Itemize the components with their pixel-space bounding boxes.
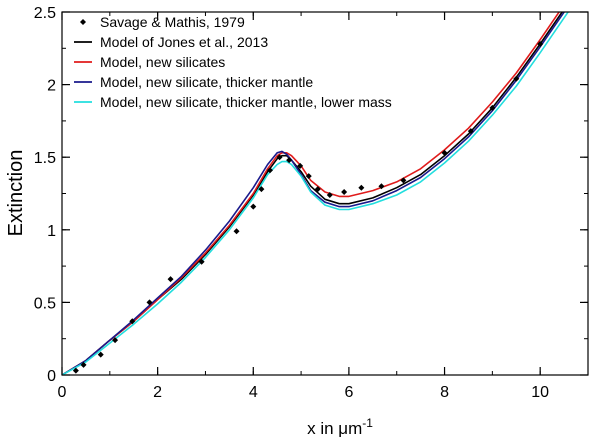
legend-label: Model of Jones et al., 2013 <box>100 34 268 50</box>
data-point <box>326 191 333 198</box>
data-point <box>286 157 293 164</box>
legend-entry-4: Model, new silicate, thicker mantle, low… <box>74 94 392 110</box>
legend-entry-observations: Savage & Mathis, 1979 <box>80 14 245 30</box>
y-tick-label: 1.5 <box>34 150 56 167</box>
legend-entry-2: Model, new silicates <box>74 54 225 70</box>
data-point <box>112 337 119 344</box>
x-tick-label: 10 <box>531 384 549 401</box>
x-tick-label: 2 <box>153 384 162 401</box>
observation-points <box>72 40 544 374</box>
data-point <box>305 173 312 180</box>
data-point <box>80 361 87 368</box>
legend-label: Savage & Mathis, 1979 <box>100 14 245 30</box>
data-point <box>441 149 448 156</box>
data-point <box>358 184 365 191</box>
plot-area <box>62 12 588 375</box>
data-point <box>258 186 265 193</box>
data-point <box>97 351 104 358</box>
data-point <box>314 186 321 193</box>
legend-marker <box>80 19 86 25</box>
y-axis-label: Extinction <box>5 150 27 237</box>
data-point <box>378 183 385 190</box>
x-tick-label: 8 <box>440 384 449 401</box>
data-point <box>276 154 283 161</box>
data-point <box>129 318 136 325</box>
data-point <box>146 299 153 306</box>
data-point <box>513 75 520 82</box>
y-tick-label: 1 <box>47 223 56 240</box>
legend-label: Model, new silicates <box>100 54 225 70</box>
data-point <box>198 258 205 265</box>
x-tick-labels: 0 2 4 6 8 10 <box>58 384 550 401</box>
legend-entry-1: Model of Jones et al., 2013 <box>74 34 268 50</box>
y-tick-label: 2 <box>47 78 56 95</box>
data-point <box>72 367 79 374</box>
data-point <box>467 128 474 135</box>
legend-label: Model, new silicate, thicker mantle, low… <box>100 94 392 110</box>
legend-entry-3: Model, new silicate, thicker mantle <box>74 74 313 90</box>
data-point <box>267 167 274 174</box>
data-point <box>297 162 304 169</box>
legend: Savage & Mathis, 1979 Model of Jones et a… <box>74 14 392 110</box>
legend-label: Model, new silicate, thicker mantle <box>100 74 313 90</box>
y-tick-labels: 0 0.5 1 1.5 2 2.5 <box>34 5 56 385</box>
series-line-4 <box>62 12 570 375</box>
series-line-3 <box>62 12 566 375</box>
data-point <box>400 177 407 184</box>
data-point <box>167 276 174 283</box>
plot-frame <box>61 11 589 376</box>
y-tick-label: 2.5 <box>34 5 56 22</box>
data-point <box>250 203 257 210</box>
x-tick-label: 0 <box>58 384 67 401</box>
x-tick-label: 4 <box>249 384 258 401</box>
y-tick-label: 0.5 <box>34 295 56 312</box>
data-point <box>537 40 544 47</box>
x-tick-label: 6 <box>344 384 353 401</box>
data-point <box>233 228 240 235</box>
data-point <box>489 104 496 111</box>
y-tick-label: 0 <box>47 368 56 385</box>
data-point <box>341 189 348 196</box>
x-axis-label: x in μm-1 <box>307 416 373 438</box>
